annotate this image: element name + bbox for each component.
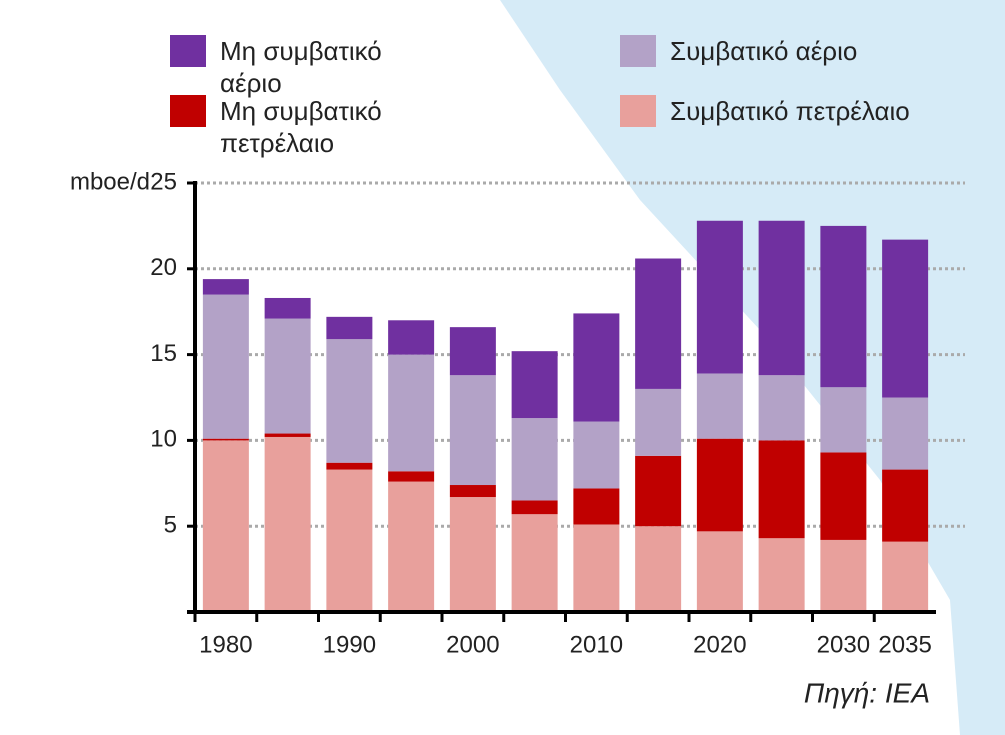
x-tick-label: 2030 (817, 631, 870, 658)
bar-segment (264, 318, 311, 434)
bar-segment (635, 455, 682, 527)
bar-segment (511, 500, 558, 515)
y-tick-label: 5 (164, 512, 177, 539)
bar-segment (511, 418, 558, 501)
bar-segment (326, 316, 373, 340)
bar-segment (573, 313, 620, 422)
bar-segment (820, 387, 867, 453)
x-tick-label: 1990 (323, 631, 376, 658)
source: Πηγή: IEA (804, 677, 930, 708)
legend-swatch (170, 95, 206, 127)
bar-segment (882, 469, 929, 542)
legend-item: Συμβατικό πετρέλαιο (620, 95, 1000, 127)
bar-segment (449, 497, 496, 612)
bar-segment (202, 438, 249, 441)
legend-label: Συμβατικό αέριο (670, 36, 858, 66)
bar-segment (326, 469, 373, 612)
bar-segment (573, 488, 620, 525)
bar-segment (511, 351, 558, 419)
y-tick-label: 20 (150, 254, 177, 281)
bar-segment (882, 541, 929, 612)
x-tick-label: 2000 (446, 631, 499, 658)
legend-swatch (620, 35, 656, 67)
bar-segment (388, 354, 435, 472)
legend-item: Συμβατικό αέριο (620, 35, 900, 67)
legend-label: Μη συμβατικό πετρέλαιο (220, 96, 382, 158)
y-tick-label: 10 (150, 426, 177, 453)
bar-segment (758, 440, 805, 539)
legend-swatch (170, 35, 206, 67)
bar-segment (511, 514, 558, 612)
bar-segment (449, 375, 496, 486)
y-axis-label: mboe/d (70, 168, 150, 195)
bar-segment (882, 239, 929, 398)
y-tick-label: 25 (150, 168, 177, 195)
bar-segment (758, 375, 805, 441)
bar-segment (202, 294, 249, 439)
x-tick-label: 2010 (570, 631, 623, 658)
x-tick-label: 2020 (693, 631, 746, 658)
bar-segment (388, 481, 435, 612)
bar-segment (635, 258, 682, 389)
bar-segment (758, 220, 805, 376)
legend-swatch (620, 95, 656, 127)
bar-segment (820, 452, 867, 540)
bar-segment (696, 220, 743, 374)
x-tick-label: 2035 (878, 631, 931, 658)
bar-segment (882, 397, 929, 470)
bar-segment (696, 438, 743, 532)
bar-segment (264, 433, 311, 437)
legend-label: Συμβατικό πετρέλαιο (670, 96, 910, 126)
bar-segment (264, 436, 311, 612)
bar-segment (696, 373, 743, 439)
bar-segment (264, 297, 311, 319)
bar-segment (449, 327, 496, 376)
legend-item: Μη συμβατικό αέριο (170, 35, 450, 99)
bar-segment (388, 320, 435, 355)
bar-segment (326, 462, 373, 470)
bar-segment (202, 440, 249, 612)
bar-segment (573, 524, 620, 612)
bar-segment (635, 526, 682, 612)
bar-segment (635, 388, 682, 456)
x-tick-label: 1980 (199, 631, 252, 658)
y-tick-label: 15 (150, 340, 177, 367)
bar-segment (696, 531, 743, 612)
legend-label: Μη συμβατικό αέριο (220, 36, 382, 98)
bar-segment (820, 225, 867, 388)
bar-segment (388, 471, 435, 482)
bar-segment (449, 485, 496, 498)
bar-segment (820, 539, 867, 612)
map-background (500, 0, 1005, 735)
legend-item: Μη συμβατικό πετρέλαιο (170, 95, 450, 159)
bar-segment (758, 538, 805, 612)
bar-segment (202, 279, 249, 295)
bar-segment (326, 339, 373, 463)
bar-segment (573, 421, 620, 489)
